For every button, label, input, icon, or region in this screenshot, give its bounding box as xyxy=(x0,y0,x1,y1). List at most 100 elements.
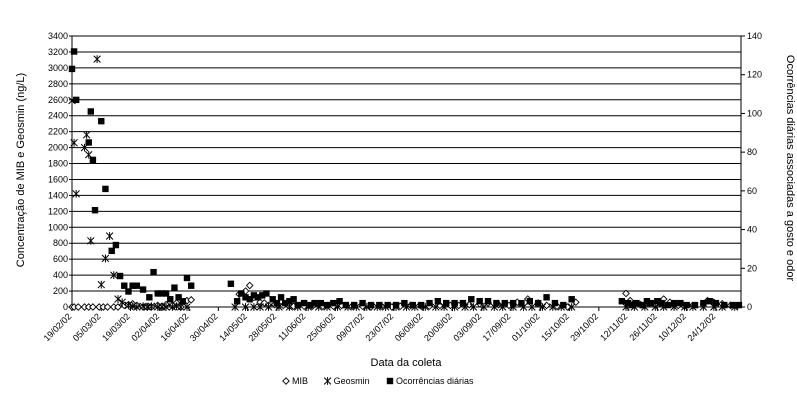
y-tick-label-right: 0 xyxy=(747,302,752,312)
ocorrencias-point xyxy=(162,290,170,297)
y-tick-label-left: 1000 xyxy=(48,222,68,232)
y-tick-label-left: 800 xyxy=(53,238,68,248)
geosmin-point xyxy=(118,298,126,307)
geosmin-point xyxy=(183,303,191,311)
series-square xyxy=(68,48,743,309)
ocorrencias-point xyxy=(535,299,542,307)
ocorrencias-point xyxy=(246,296,253,303)
ocorrencias-point xyxy=(468,296,475,303)
ocorrencias-point xyxy=(336,297,343,305)
ocorrencias-point xyxy=(618,297,626,305)
legend-label: MIB xyxy=(292,376,308,386)
geosmin-point xyxy=(133,303,141,311)
ocorrencias-point xyxy=(311,299,318,307)
ocorrencias-point xyxy=(116,272,124,280)
ocorrencias-point xyxy=(233,297,241,305)
ocorrencias-point xyxy=(317,299,324,307)
ocorrencias-point xyxy=(154,290,161,297)
y-tick-label-right: 20 xyxy=(747,263,757,273)
legend: MIB Geosmin Ocorrências diárias xyxy=(282,376,474,386)
x-tick-label: 26/11/02 xyxy=(627,311,658,342)
x-tick-label: 03/09/02 xyxy=(451,311,483,343)
ocorrencias-point xyxy=(643,297,651,305)
ocorrencias-point xyxy=(171,284,178,291)
mib-point xyxy=(622,289,630,298)
geosmin-point xyxy=(469,303,478,311)
x-tick-label: 05/03/02 xyxy=(71,311,103,343)
geosmin-point xyxy=(110,271,118,280)
ocorrencias-point xyxy=(133,282,141,289)
legend-item: Geosmin xyxy=(323,376,370,386)
y-tick-label-left: 1800 xyxy=(48,159,68,169)
x-tick-label: 24/12/02 xyxy=(685,311,717,343)
ocorrencias-point xyxy=(250,292,258,299)
ocorrencias-point xyxy=(401,299,408,307)
ocorrencias-point xyxy=(282,299,289,307)
ocorrencias-point xyxy=(384,301,391,309)
ocorrencias-point xyxy=(647,299,655,307)
ocorrencias-point xyxy=(434,297,442,305)
ocorrencias-point xyxy=(451,299,458,307)
ocorrencias-point xyxy=(721,301,728,309)
ocorrencias-point xyxy=(68,65,76,73)
y-tick-label-left: 1400 xyxy=(48,190,68,200)
ocorrencias-point xyxy=(551,299,559,307)
ocorrencias-point xyxy=(526,297,534,305)
ocorrencias-point xyxy=(700,299,707,307)
ocorrencias-point xyxy=(259,292,266,299)
ocorrencias-point xyxy=(121,282,128,289)
y-tick-label-left: 200 xyxy=(53,286,68,296)
ocorrencias-point xyxy=(443,299,450,307)
y-tick-label-right: 120 xyxy=(747,70,762,80)
ocorrencias-point xyxy=(484,297,492,305)
x-tick-label: 19/03/02 xyxy=(100,311,132,343)
ocorrencias-point xyxy=(91,207,99,214)
x-tick-label: 11/06/02 xyxy=(276,311,307,342)
ocorrencias-point xyxy=(476,297,483,305)
geosmin-point xyxy=(231,303,239,311)
x-tick-label: 16/04/02 xyxy=(159,311,191,343)
right-axis-ticks: 0 20 40 60 80 100 120 140 xyxy=(741,31,762,312)
legend-label: Ocorrências diárias xyxy=(396,376,474,386)
ocorrencias-point xyxy=(263,290,270,297)
y-tick-label-right: 60 xyxy=(747,186,757,196)
mib-point xyxy=(465,300,474,309)
geosmin-point xyxy=(114,295,122,303)
geosmin-point xyxy=(82,130,91,139)
x-tick-label: 17/09/02 xyxy=(481,311,513,343)
legend-item: MIB xyxy=(282,376,308,386)
y-tick-label-left: 2200 xyxy=(48,127,68,137)
ocorrencias-point xyxy=(691,301,699,309)
geosmin-point xyxy=(241,303,250,311)
ocorrencias-point xyxy=(409,301,416,309)
x-tick-label: 10/12/02 xyxy=(656,311,688,343)
mib-point xyxy=(245,281,254,290)
geosmin-point xyxy=(176,303,185,311)
x-tick-label: 01/10/02 xyxy=(510,311,542,343)
ocorrencias-point xyxy=(300,299,308,307)
ocorrencias-point xyxy=(493,299,500,307)
legend-item: Ocorrências diárias xyxy=(386,376,474,386)
ocorrencias-point xyxy=(560,301,567,309)
mib-point xyxy=(282,377,290,385)
y-tick-label-left: 2600 xyxy=(48,95,68,105)
ocorrencias-point xyxy=(367,301,375,309)
ocorrencias-point xyxy=(187,282,195,289)
y-tick-label-left: 2400 xyxy=(48,111,68,121)
ocorrencias-point xyxy=(158,290,166,297)
y-tick-label-right: 40 xyxy=(747,225,757,235)
ocorrencias-point xyxy=(294,301,301,309)
ocorrencias-point xyxy=(543,294,550,301)
y-tick-label-left: 2800 xyxy=(48,79,68,89)
ocorrencias-point xyxy=(290,296,297,303)
x-tick-label: 02/04/02 xyxy=(129,311,161,343)
geosmin-point xyxy=(72,189,80,198)
geosmin-point xyxy=(147,302,156,311)
x-tick-label: 29/10/02 xyxy=(568,311,600,343)
ocorrencias-point xyxy=(629,301,636,309)
x-tick-label: 30/04/02 xyxy=(188,311,220,343)
y-tick-label-right: 80 xyxy=(747,147,757,157)
geosmin-point xyxy=(480,303,488,311)
y-axis-title-left: Concentração de MIB e Geosmin (ng/L) xyxy=(15,73,27,267)
left-axis-ticks: 0 200 400 600 800 1000 1200 1400 1600 1800 2000 220… xyxy=(48,31,72,312)
